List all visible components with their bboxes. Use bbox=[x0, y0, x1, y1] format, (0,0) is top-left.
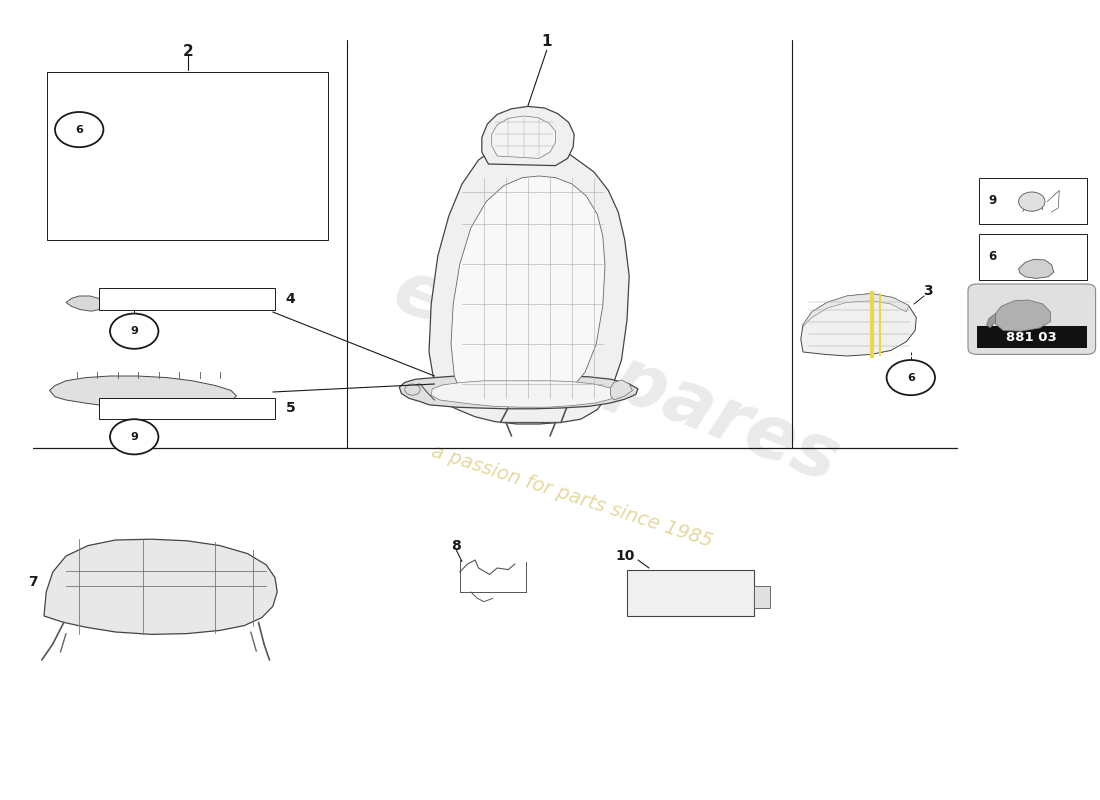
Circle shape bbox=[110, 314, 158, 349]
Text: eurospares: eurospares bbox=[383, 254, 849, 498]
Circle shape bbox=[405, 384, 420, 395]
Text: a passion for parts since 1985: a passion for parts since 1985 bbox=[429, 442, 715, 550]
Text: 4: 4 bbox=[286, 292, 295, 306]
Polygon shape bbox=[1019, 259, 1054, 278]
Text: 5: 5 bbox=[286, 401, 295, 415]
Text: 6: 6 bbox=[988, 250, 997, 263]
Polygon shape bbox=[451, 176, 605, 403]
Text: 8: 8 bbox=[452, 538, 461, 553]
Polygon shape bbox=[44, 539, 277, 634]
FancyBboxPatch shape bbox=[968, 284, 1096, 354]
Text: 6: 6 bbox=[75, 125, 84, 134]
Bar bbox=[47, 72, 328, 240]
Polygon shape bbox=[60, 146, 189, 224]
Bar bbox=[99, 288, 275, 310]
Circle shape bbox=[1019, 192, 1045, 211]
Bar bbox=[979, 178, 1087, 224]
Text: 881 03: 881 03 bbox=[1006, 331, 1057, 344]
Text: 7: 7 bbox=[29, 575, 37, 590]
Text: 3: 3 bbox=[924, 284, 933, 298]
Bar bbox=[754, 586, 770, 608]
Bar bbox=[99, 398, 275, 419]
Text: 9: 9 bbox=[130, 326, 139, 336]
Text: 9: 9 bbox=[130, 432, 139, 442]
Polygon shape bbox=[170, 206, 253, 240]
Bar bbox=[977, 326, 1087, 348]
Polygon shape bbox=[429, 142, 629, 424]
Polygon shape bbox=[492, 116, 556, 158]
Text: 1: 1 bbox=[541, 34, 552, 49]
Polygon shape bbox=[66, 296, 107, 311]
Circle shape bbox=[55, 112, 103, 147]
Text: 6: 6 bbox=[906, 373, 915, 382]
Bar bbox=[627, 570, 754, 616]
Polygon shape bbox=[431, 381, 616, 407]
Polygon shape bbox=[50, 376, 236, 408]
Polygon shape bbox=[801, 294, 916, 356]
Polygon shape bbox=[803, 294, 909, 326]
Circle shape bbox=[110, 419, 158, 454]
Polygon shape bbox=[996, 300, 1050, 331]
Polygon shape bbox=[482, 106, 574, 166]
Text: 2: 2 bbox=[183, 45, 194, 59]
Bar bbox=[979, 234, 1087, 280]
Text: 9: 9 bbox=[988, 194, 997, 207]
Polygon shape bbox=[987, 314, 996, 328]
Text: 10: 10 bbox=[615, 549, 635, 563]
Polygon shape bbox=[399, 376, 638, 409]
Circle shape bbox=[887, 360, 935, 395]
Polygon shape bbox=[610, 380, 632, 400]
